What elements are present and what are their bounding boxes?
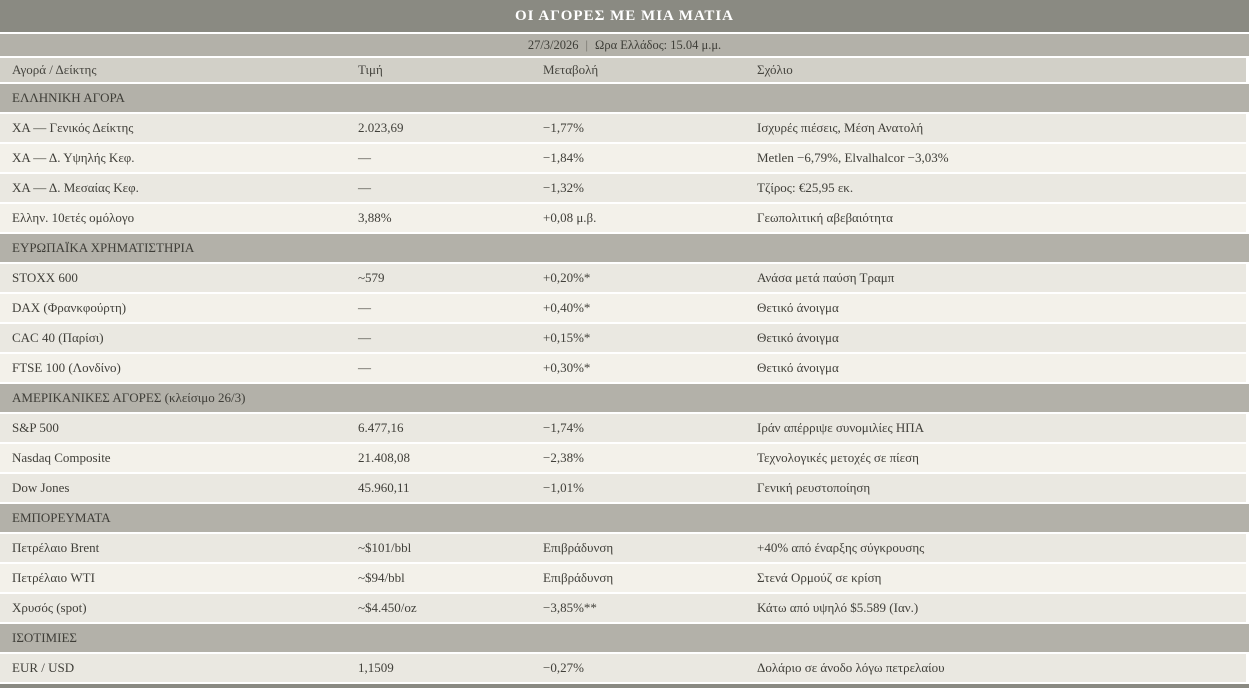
cell-name: Dow Jones: [12, 480, 70, 495]
cell-change: −1,32%: [543, 180, 584, 195]
cell-price: 21.408,08: [358, 450, 410, 465]
cell-name: ΧΑ — Γενικός Δείκτης: [12, 120, 134, 135]
date-bar: 27/3/2026 | Ωρα Ελλάδος: 15.04 μ.μ.: [0, 34, 1249, 56]
cell-price: —: [358, 360, 371, 375]
cell-comment: Θετικό άνοιγμα: [757, 300, 839, 315]
column-header-change: Μεταβολή: [543, 62, 599, 77]
section-header: ΕΛΛΗΝΙΚΗ ΑΓΟΡΑ: [0, 84, 1249, 112]
cell-comment: Metlen −6,79%, Elvalhalcor −3,03%: [757, 150, 949, 165]
table-row: Χρυσός (spot) ~$4.450/oz −3,85%** Κάτω από …: [0, 594, 1249, 622]
table-row: Dow Jones 45.960,11 −1,01% Γενική ρευστοποί…: [0, 474, 1249, 502]
table-row: Πετρέλαιο WTI ~$94/bbl Επιβράδυνση Στενά Ορ…: [0, 564, 1249, 592]
title-bar: ΟΙ ΑΓΟΡΕΣ ΜΕ ΜΙΑ ΜΑΤΙΑ: [0, 0, 1249, 32]
cell-comment: Τζίρος: €25,95 εκ.: [757, 180, 854, 195]
section-header: ΕΥΡΩΠΑΪΚΑ ΧΡΗΜΑΤΙΣΤΗΡΙΑ: [0, 234, 1249, 262]
column-header-market: Αγορά / Δείκτης: [12, 62, 97, 77]
cell-price: ~579: [358, 270, 385, 285]
table-row: ΧΑ — Δ. Υψηλής Κεφ. — −1,84% Metlen −6,79%,…: [0, 144, 1249, 172]
cell-name: S&P 500: [12, 420, 59, 435]
cell-name: STOXX 600: [12, 270, 78, 285]
page-title: ΟΙ ΑΓΟΡΕΣ ΜΕ ΜΙΑ ΜΑΤΙΑ: [514, 8, 735, 24]
section-header: ΙΣΟΤΙΜΙΕΣ: [0, 624, 1249, 652]
cell-change: −1,01%: [543, 480, 584, 495]
cell-price: 6.477,16: [358, 420, 404, 435]
cell-name: Nasdaq Composite: [12, 450, 111, 465]
cell-change: −2,38%: [543, 450, 584, 465]
table-row: Πετρέλαιο Brent ~$101/bbl Επιβράδυνση +40% …: [0, 534, 1249, 562]
cell-price: ~$101/bbl: [358, 540, 412, 555]
cell-comment: Γενική ρευστοποίηση: [757, 480, 871, 495]
cell-comment: Θετικό άνοιγμα: [757, 360, 839, 375]
cell-name: Πετρέλαιο WTI: [12, 570, 95, 585]
cell-change: −1,74%: [543, 420, 584, 435]
time-text: Ωρα Ελλάδος: 15.04 μ.μ.: [595, 38, 722, 52]
cell-comment: Ισχυρές πιέσεις, Μέση Ανατολή: [757, 120, 924, 135]
cell-name: ΧΑ — Δ. Μεσαίας Κεφ.: [12, 180, 139, 195]
table-row: Ελλην. 10ετές ομόλογο 3,88% +0,08 μ.β. Γεωπ…: [0, 204, 1249, 232]
cell-price: 2.023,69: [358, 120, 404, 135]
cell-change: Επιβράδυνση: [543, 570, 614, 585]
cell-price: —: [358, 180, 371, 195]
cell-change: +0,08 μ.β.: [543, 210, 597, 225]
cell-name: CAC 40 (Παρίσι): [12, 330, 104, 345]
cell-comment: Ανάσα μετά παύση Τραμπ: [757, 270, 895, 285]
column-header-row: Αγορά / Δείκτης Τιμή Μεταβολή Σχόλιο: [0, 58, 1249, 82]
cell-change: +0,40%*: [543, 300, 591, 315]
cell-change: −1,84%: [543, 150, 584, 165]
table-row: Nasdaq Composite 21.408,08 −2,38% Τεχνολογι…: [0, 444, 1249, 472]
cell-comment: Στενά Ορμούζ σε κρίση: [757, 570, 882, 585]
cell-price: 1,1509: [358, 660, 394, 675]
cell-change: +0,30%*: [543, 360, 591, 375]
table-row: CAC 40 (Παρίσι) — +0,15%* Θετικό άνοιγμα: [0, 324, 1249, 352]
table-row: DAX (Φρανκφούρτη) — +0,40%* Θετικό άνοιγμα: [0, 294, 1249, 322]
cell-comment: Ιράν απέρριψε συνομιλίες ΗΠΑ: [757, 420, 925, 435]
table-row: ΧΑ — Δ. Μεσαίας Κεφ. — −1,32% Τζίρος: €25,9…: [0, 174, 1249, 202]
table-row: ΧΑ — Γενικός Δείκτης 2.023,69 −1,77% Ισχυρέ…: [0, 114, 1249, 142]
table-row: FTSE 100 (Λονδίνο) — +0,30%* Θετικό άνοιγμα: [0, 354, 1249, 382]
table-row: STOXX 600 ~579 +0,20%* Ανάσα μετά παύση Τρα…: [0, 264, 1249, 292]
column-header-comment: Σχόλιο: [757, 62, 793, 77]
cell-name: Πετρέλαιο Brent: [12, 540, 100, 555]
cell-comment: +40% από έναρξης σύγκρουσης: [757, 540, 925, 555]
cell-change: −3,85%**: [543, 600, 597, 615]
date-text: 27/3/2026: [527, 38, 579, 52]
table-row: S&P 500 6.477,16 −1,74% Ιράν απέρριψε συνομ…: [0, 414, 1249, 442]
cell-comment: Κάτω από υψηλό $5.589 (Ιαν.): [757, 600, 919, 615]
date-separator: |: [585, 38, 589, 52]
cell-name: Ελλην. 10ετές ομόλογο: [12, 210, 135, 225]
cell-comment: Τεχνολογικές μετοχές σε πίεση: [757, 450, 919, 465]
cell-change: +0,20%*: [543, 270, 591, 285]
cell-name: DAX (Φρανκφούρτη): [12, 300, 127, 315]
footer-bar: [0, 684, 1249, 688]
table-row: EUR / USD 1,1509 −0,27% Δολάριο σε άνοδο λό…: [0, 654, 1249, 682]
cell-name: FTSE 100 (Λονδίνο): [12, 360, 121, 375]
table-body: ΕΛΛΗΝΙΚΗ ΑΓΟΡΑ ΧΑ — Γενικός Δείκτης 2.023,…: [0, 84, 1249, 682]
cell-price: ~$94/bbl: [358, 570, 405, 585]
cell-comment: Γεωπολιτική αβεβαιότητα: [757, 210, 893, 225]
cell-change: −0,27%: [543, 660, 584, 675]
cell-change: −1,77%: [543, 120, 584, 135]
section-header: ΕΜΠΟΡΕΥΜΑΤΑ: [0, 504, 1249, 532]
cell-comment: Θετικό άνοιγμα: [757, 330, 839, 345]
cell-change: Επιβράδυνση: [543, 540, 614, 555]
cell-change: +0,15%*: [543, 330, 591, 345]
cell-name: ΧΑ — Δ. Υψηλής Κεφ.: [12, 150, 135, 165]
cell-name: EUR / USD: [12, 660, 75, 675]
cell-price: ~$4.450/oz: [358, 600, 417, 615]
cell-price: —: [358, 300, 371, 315]
cell-price: —: [358, 330, 371, 345]
section-header: ΑΜΕΡΙΚΑΝΙΚΕΣ ΑΓΟΡΕΣ (κλείσιμο 26/3): [0, 384, 1249, 412]
cell-price: 45.960,11: [358, 480, 410, 495]
cell-name: Χρυσός (spot): [12, 600, 87, 615]
cell-price: —: [358, 150, 371, 165]
cell-comment: Δολάριο σε άνοδο λόγω πετρελαίου: [757, 660, 945, 675]
column-header-price: Τιμή: [358, 62, 383, 77]
cell-price: 3,88%: [358, 210, 392, 225]
